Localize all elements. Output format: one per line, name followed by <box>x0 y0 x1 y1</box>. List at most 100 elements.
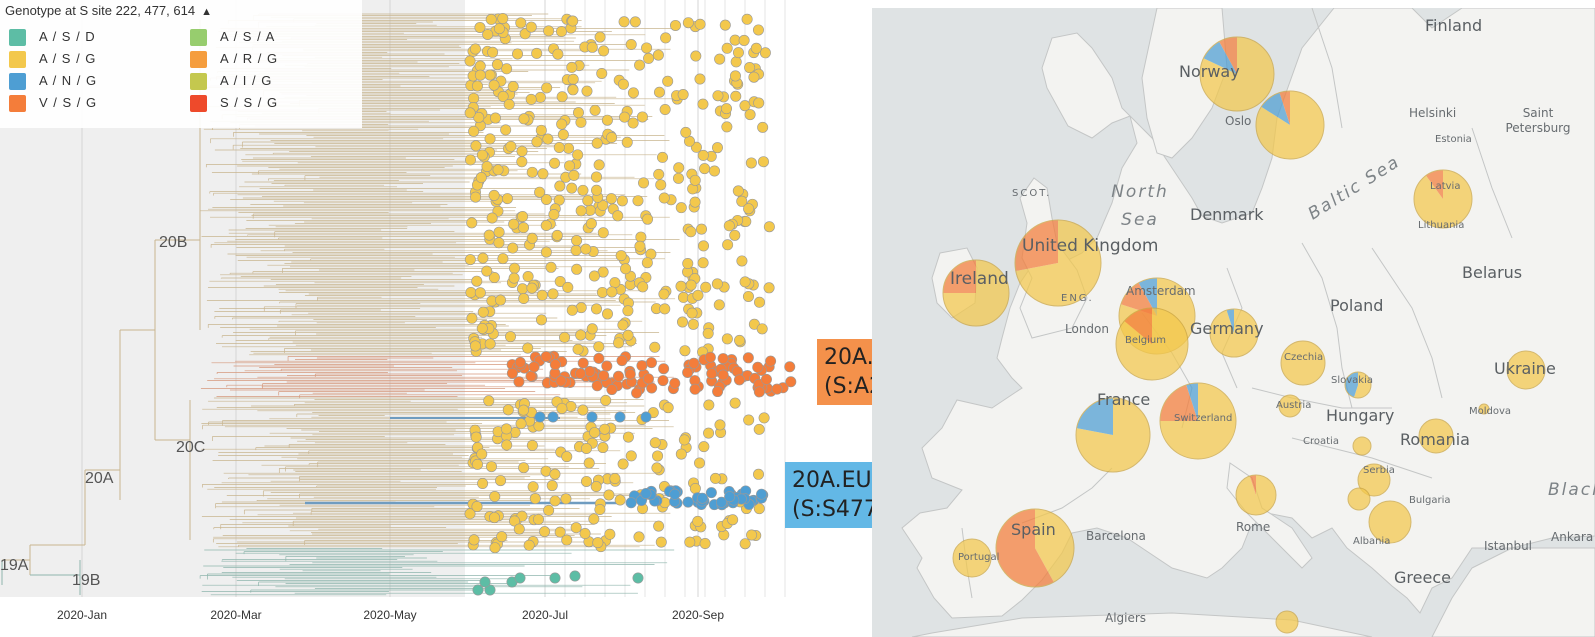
genotype-pie[interactable] <box>942 259 1010 327</box>
chevron-up-icon[interactable]: ▲ <box>201 6 212 18</box>
tree-tips[interactable] <box>464 13 797 596</box>
legend-swatch <box>9 51 26 68</box>
pie-slice <box>1236 475 1277 515</box>
genotype-pie[interactable] <box>1347 487 1371 511</box>
pie-outline <box>1368 500 1412 544</box>
country-label-ireland: Ireland <box>950 269 1009 289</box>
country-label-romania: Romania <box>1400 430 1470 449</box>
continent-landmass <box>901 8 1595 619</box>
legend-swatch <box>190 29 207 46</box>
pie-outline <box>1235 474 1277 516</box>
clade-label-20c: 20C <box>176 439 206 456</box>
small-label-estonia: Estonia <box>1435 134 1472 145</box>
country-label-ukraine: Ukraine <box>1494 359 1556 378</box>
genotype-pie[interactable] <box>1275 610 1299 634</box>
legend-swatch <box>9 29 26 46</box>
pie-slice <box>1419 419 1453 453</box>
genotype-pie[interactable] <box>1255 90 1325 160</box>
pie-outline <box>1280 340 1326 386</box>
legend-swatch <box>9 73 26 90</box>
pie-outline <box>995 508 1075 588</box>
pie-outline <box>1275 610 1299 634</box>
pie-slice <box>1186 383 1198 421</box>
pie-outline <box>1159 382 1237 460</box>
pie-slice <box>953 539 991 577</box>
border-line <box>1471 127 1513 239</box>
border-line <box>1291 437 1433 479</box>
genotype-pie[interactable] <box>952 538 992 578</box>
country-label-united-kingdom: United Kingdom <box>1022 236 1159 256</box>
pie-slice <box>1276 611 1298 633</box>
city-label-saint-petersburg: Saint Petersburg <box>1505 106 1571 135</box>
date-tick-sep: 2020-Sep <box>671 608 725 622</box>
pie-slice <box>1279 395 1301 417</box>
genotype-pie[interactable] <box>1506 350 1546 390</box>
sea-label-north-sea: North Sea <box>1111 182 1169 230</box>
genotype-pie[interactable] <box>1199 36 1275 112</box>
city-label-rome: Rome <box>1236 520 1271 534</box>
border-line <box>1251 387 1392 409</box>
genotype-pie[interactable] <box>1115 307 1189 381</box>
pie-outline <box>1347 487 1371 511</box>
small-label-latvia: Latvia <box>1430 181 1461 192</box>
pie-outline <box>1418 418 1454 454</box>
small-label-albania: Albania <box>1353 536 1391 547</box>
country-label-germany: Germany <box>1190 319 1264 338</box>
genotype-pie[interactable] <box>1014 219 1102 307</box>
pie-slice <box>1345 372 1358 398</box>
clade-label-19a: 19A <box>0 557 29 574</box>
pie-slice <box>1076 398 1113 435</box>
pie-slice <box>1425 170 1443 199</box>
legend-label: V / S / G <box>39 95 98 110</box>
pie-outline <box>1357 463 1391 497</box>
country-label-finland: Finland <box>1425 16 1483 35</box>
pie-slice <box>1015 220 1058 272</box>
sea-label-black-sea: Black <box>1548 480 1595 500</box>
small-label-bulgaria: Bulgaria <box>1409 495 1451 506</box>
genotype-pie[interactable] <box>995 508 1075 588</box>
genotype-pie[interactable] <box>1075 397 1151 473</box>
genotype-pie[interactable] <box>1209 308 1259 358</box>
legend-label: A / N / G <box>39 73 98 88</box>
pie-slice <box>1261 92 1290 125</box>
pie-slice <box>1358 464 1390 496</box>
genotype-pie[interactable] <box>1159 382 1237 460</box>
country-label-norway: Norway <box>1179 62 1240 81</box>
date-tick-jul: 2020-Jul <box>521 608 569 622</box>
pie-slice <box>943 260 976 293</box>
genotype-pie[interactable] <box>1357 463 1391 497</box>
date-tick-jan: 2020-Jan <box>56 608 108 622</box>
country-label-greece: Greece <box>1394 568 1451 587</box>
genotype-pie[interactable] <box>1344 371 1372 399</box>
country-label-poland: Poland <box>1330 296 1384 315</box>
genotype-pie[interactable] <box>1235 474 1277 516</box>
border-line <box>1371 247 1443 399</box>
genotype-pie[interactable] <box>1278 394 1302 418</box>
legend-label: A / S / A <box>220 29 276 44</box>
genotype-pie[interactable] <box>1413 169 1473 229</box>
city-label-istanbul: Istanbul <box>1484 539 1533 553</box>
variant-name: 20A.EU2 <box>792 468 886 493</box>
europe-map[interactable] <box>872 8 1595 637</box>
pie-slice <box>1035 509 1074 583</box>
genotype-pie-layer[interactable] <box>942 36 1546 634</box>
pie-slice <box>1120 282 1157 316</box>
pie-slice <box>1249 475 1256 495</box>
genotype-pie[interactable] <box>1352 436 1372 456</box>
legend-label: A / R / G <box>220 51 279 66</box>
pie-slice <box>1281 341 1325 385</box>
europe-map-panel[interactable]: Finland Norway Denmark Belarus Poland Ge… <box>872 8 1595 637</box>
legend-title[interactable]: Genotype at S site 222, 477, 614 ▲ <box>5 3 212 18</box>
pie-slice <box>1507 351 1545 389</box>
pie-outline <box>1075 397 1151 473</box>
genotype-pie[interactable] <box>1368 500 1412 544</box>
pie-slice <box>1479 404 1489 414</box>
pie-slice <box>1353 372 1371 398</box>
pie-slice <box>1279 91 1290 125</box>
clade-label-20b: 20B <box>159 234 188 251</box>
pie-slice <box>1219 37 1237 74</box>
genotype-pie[interactable] <box>1418 418 1454 454</box>
pie-outline <box>1255 90 1325 160</box>
genotype-pie[interactable] <box>1478 403 1490 415</box>
genotype-pie[interactable] <box>1280 340 1326 386</box>
